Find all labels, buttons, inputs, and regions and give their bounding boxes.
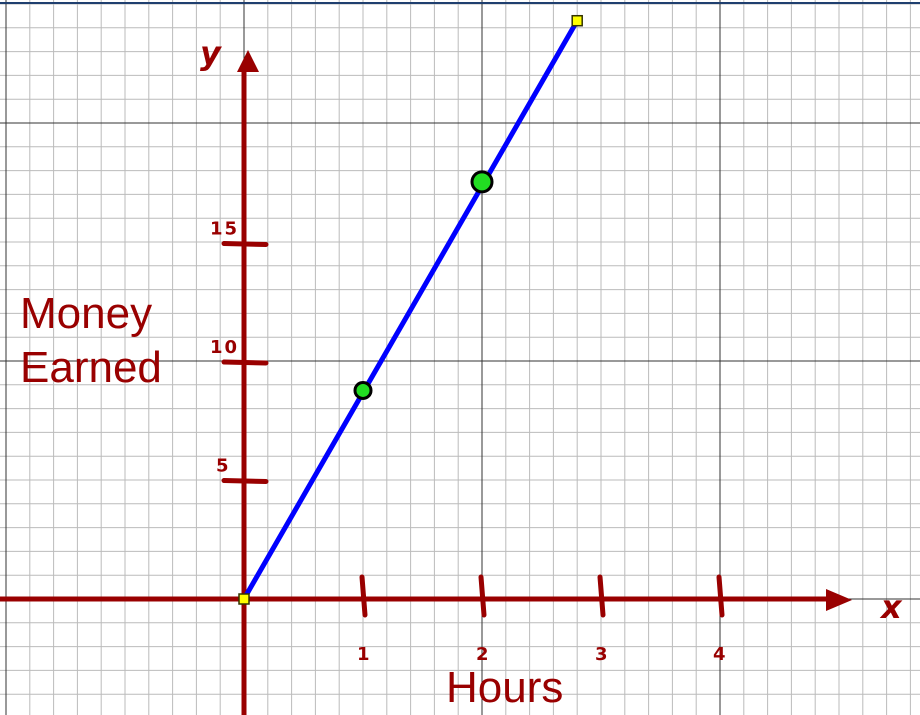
data-point [353,380,373,400]
x-axis-title: Hours [446,663,563,712]
x-tick-mark [359,574,368,618]
x-tick-label: 4 [713,644,726,665]
x-tick-label: 1 [357,644,370,665]
x-axis-arrow [826,589,852,611]
y-axis-letter: y [200,34,222,72]
tick-marks [221,241,725,618]
x-tick-label: 3 [595,644,608,665]
highlighted-points [353,170,494,400]
axes [0,50,852,715]
y-axis-title-line-1: Money [20,289,152,338]
y-tick-label: 5 [216,456,231,477]
series-group [238,14,583,605]
tick-labels: 1 2 3 4 5 10 15 [210,219,726,666]
x-tick-label: 2 [476,644,489,665]
y-tick-mark [221,241,269,247]
y-tick-label: 15 [210,219,239,240]
data-point [470,170,494,194]
x-axis-letter: x [879,588,903,626]
x-tick-mark [716,574,725,618]
y-tick-mark [221,359,269,366]
y-tick-mark [221,478,269,484]
series-line [241,18,580,602]
endpoint-marker [238,593,250,605]
y-tick-label: 10 [210,337,239,358]
x-tick-mark [478,574,487,618]
y-axis-title-line-2: Earned [20,343,162,392]
x-tick-mark [597,574,606,618]
endpoint-marker [571,14,583,27]
y-axis-arrow [237,50,259,72]
